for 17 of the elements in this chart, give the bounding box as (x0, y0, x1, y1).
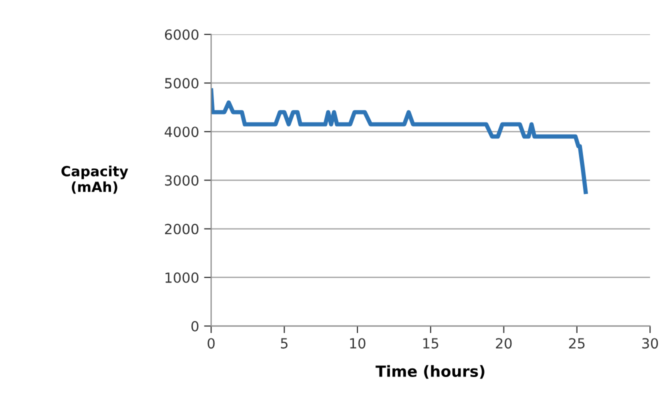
x-tick-label: 30 (642, 338, 658, 349)
line-series (211, 88, 588, 194)
y-tick-label: 0 (191, 320, 198, 332)
y-tick-label: 4000 (164, 126, 198, 138)
y-axis-title: Capacity (mAh) (61, 166, 128, 194)
y-tick-label: 3000 (165, 175, 198, 186)
x-axis-title: Time (hours) (376, 365, 484, 379)
y-tick-label: 2000 (165, 224, 198, 234)
y-tick-label: 1000 (166, 272, 198, 283)
x-tick-label: 20 (496, 338, 512, 349)
x-tick-label: 25 (569, 338, 585, 349)
x-tick-label: 10 (350, 338, 366, 349)
y-tick-label: 5000 (165, 78, 198, 88)
x-tick-label: 15 (423, 338, 438, 349)
y-tick-label: 6000 (164, 29, 198, 40)
x-tick-label: 0 (208, 338, 215, 349)
x-tick-label: 5 (280, 338, 288, 349)
